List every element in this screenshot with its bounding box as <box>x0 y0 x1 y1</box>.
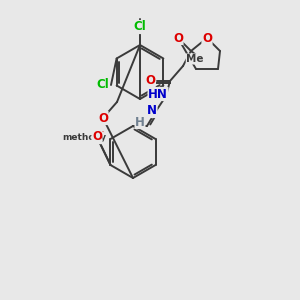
Text: O: O <box>145 74 155 88</box>
Text: Cl: Cl <box>97 79 110 92</box>
Text: H: H <box>135 116 145 128</box>
Text: methoxy: methoxy <box>62 133 106 142</box>
Text: O: O <box>92 130 102 143</box>
Text: Me: Me <box>186 54 204 64</box>
Text: N: N <box>147 104 157 118</box>
Text: O: O <box>173 32 183 44</box>
Text: O: O <box>95 130 105 143</box>
Text: Cl: Cl <box>134 20 146 34</box>
Text: HN: HN <box>148 88 168 100</box>
Text: O: O <box>98 112 108 124</box>
Text: O: O <box>202 32 212 44</box>
